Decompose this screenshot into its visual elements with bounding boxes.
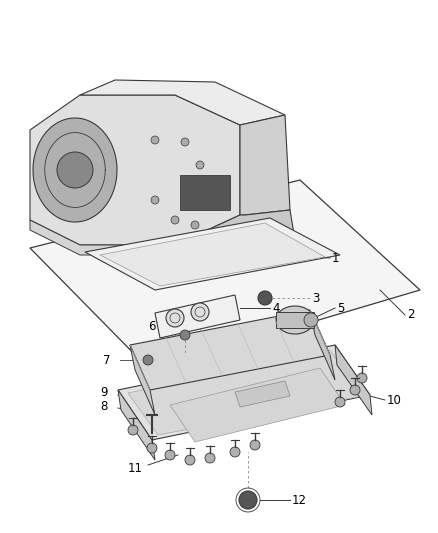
Polygon shape bbox=[128, 350, 362, 435]
Polygon shape bbox=[118, 390, 155, 460]
Circle shape bbox=[181, 138, 189, 146]
Circle shape bbox=[239, 491, 257, 509]
Circle shape bbox=[191, 221, 199, 229]
Polygon shape bbox=[155, 295, 240, 338]
Circle shape bbox=[171, 216, 179, 224]
Polygon shape bbox=[30, 220, 295, 258]
Text: 1: 1 bbox=[332, 252, 339, 264]
Polygon shape bbox=[175, 210, 295, 248]
Circle shape bbox=[170, 313, 180, 323]
Circle shape bbox=[191, 303, 209, 321]
Polygon shape bbox=[130, 345, 155, 415]
Circle shape bbox=[185, 455, 195, 465]
Text: 4: 4 bbox=[272, 302, 279, 314]
Circle shape bbox=[196, 161, 204, 169]
Polygon shape bbox=[30, 180, 420, 370]
Text: 11: 11 bbox=[128, 462, 143, 474]
Text: 9: 9 bbox=[100, 386, 107, 400]
Polygon shape bbox=[30, 95, 240, 245]
Circle shape bbox=[230, 447, 240, 457]
Circle shape bbox=[195, 307, 205, 317]
Circle shape bbox=[180, 330, 190, 340]
Circle shape bbox=[205, 453, 215, 463]
Polygon shape bbox=[33, 118, 117, 222]
Circle shape bbox=[151, 196, 159, 204]
Circle shape bbox=[335, 397, 345, 407]
Polygon shape bbox=[310, 310, 335, 380]
Polygon shape bbox=[335, 345, 372, 415]
Text: 5: 5 bbox=[337, 302, 344, 314]
Circle shape bbox=[357, 373, 367, 383]
Circle shape bbox=[165, 450, 175, 460]
Circle shape bbox=[151, 136, 159, 144]
Polygon shape bbox=[180, 175, 230, 210]
Text: 10: 10 bbox=[387, 393, 402, 407]
Circle shape bbox=[57, 152, 93, 188]
Polygon shape bbox=[170, 368, 345, 442]
Polygon shape bbox=[85, 218, 340, 290]
Polygon shape bbox=[100, 223, 325, 286]
Polygon shape bbox=[276, 312, 314, 328]
Text: 3: 3 bbox=[312, 292, 319, 304]
Text: 8: 8 bbox=[100, 400, 107, 413]
Text: 2: 2 bbox=[407, 309, 414, 321]
Circle shape bbox=[147, 443, 157, 453]
Circle shape bbox=[128, 425, 138, 435]
Polygon shape bbox=[235, 381, 290, 407]
Polygon shape bbox=[130, 310, 330, 390]
Ellipse shape bbox=[276, 306, 314, 334]
Circle shape bbox=[250, 440, 260, 450]
Circle shape bbox=[350, 385, 360, 395]
Circle shape bbox=[143, 355, 153, 365]
Circle shape bbox=[166, 309, 184, 327]
Circle shape bbox=[258, 291, 272, 305]
Polygon shape bbox=[80, 80, 285, 125]
Polygon shape bbox=[118, 345, 370, 440]
Circle shape bbox=[304, 313, 318, 327]
Text: 7: 7 bbox=[103, 353, 110, 367]
Polygon shape bbox=[240, 115, 290, 215]
Text: 12: 12 bbox=[292, 494, 307, 506]
Text: 6: 6 bbox=[148, 319, 155, 333]
